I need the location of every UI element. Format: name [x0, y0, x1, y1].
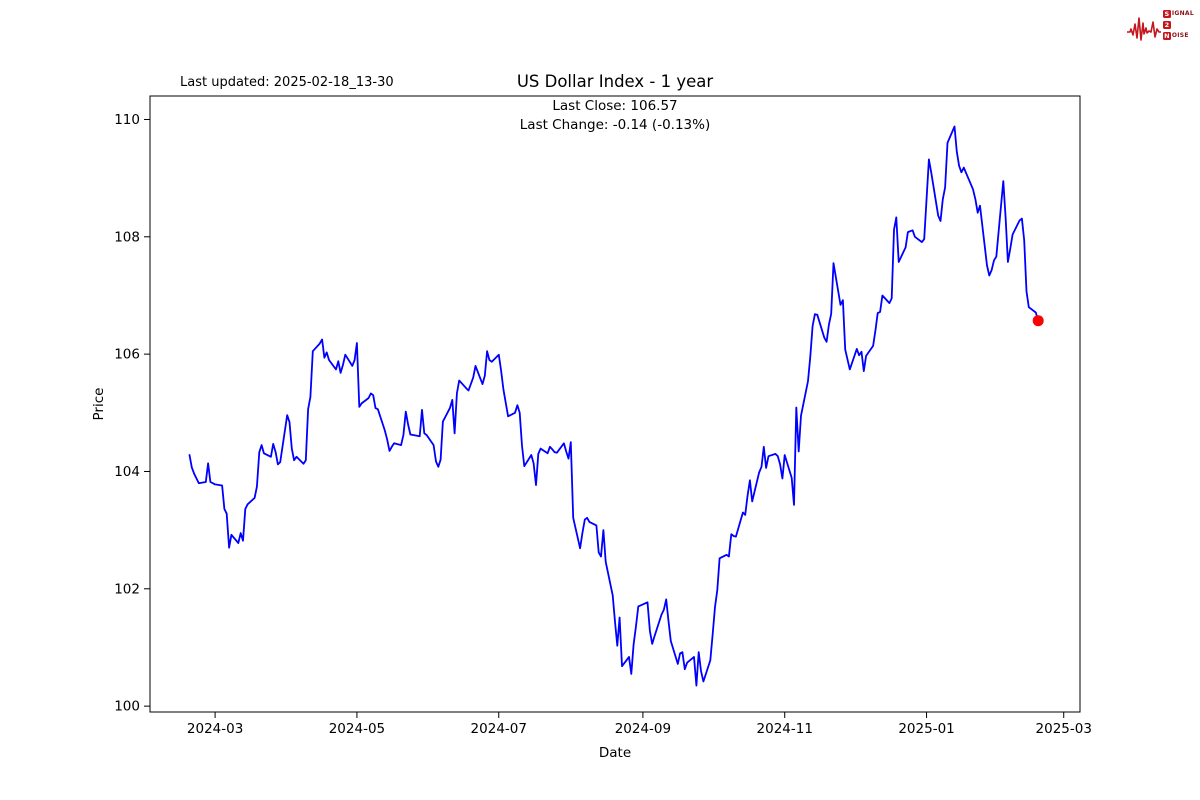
- logo-row-2: 2: [1162, 20, 1194, 29]
- last-change-text: Last Change: -0.14 (-0.13%): [519, 116, 711, 133]
- logo-word-signal: IGNAL: [1171, 10, 1194, 17]
- y-tick-label: 106: [114, 347, 140, 363]
- logo-badge-n: N: [1162, 31, 1171, 40]
- x-tick-label: 2024-03: [187, 721, 243, 737]
- x-tick-label: 2025-03: [1036, 721, 1092, 737]
- y-tick-label: 110: [114, 112, 140, 128]
- annotation-block: Last Close: 106.57 Last Change: -0.14 (-…: [520, 97, 710, 134]
- x-tick-label: 2024-11: [757, 721, 813, 737]
- brand-logo: S IGNAL 2 N OISE: [1126, 4, 1194, 43]
- logo-badge-s: S: [1162, 9, 1171, 18]
- y-tick-label: 102: [114, 581, 140, 597]
- x-axis-label: Date: [599, 745, 631, 761]
- logo-row-signal: S IGNAL: [1162, 9, 1194, 18]
- y-tick-label: 104: [114, 464, 140, 480]
- logo-word-noise: OISE: [1171, 32, 1189, 39]
- y-tick-label: 100: [114, 699, 140, 715]
- last-price-marker: [1032, 315, 1044, 327]
- chart-title: US Dollar Index - 1 year: [516, 72, 714, 91]
- y-axis-label: Price: [91, 388, 107, 421]
- last-close-text: Last Close: 106.57: [552, 98, 678, 114]
- x-tick-label: 2025-01: [898, 721, 954, 737]
- plot-border: [149, 95, 1081, 713]
- x-tick-label: 2024-07: [471, 721, 527, 737]
- logo-badge-2: 2: [1162, 20, 1171, 29]
- price-line: [188, 125, 1040, 687]
- x-tick-label: 2024-05: [329, 721, 385, 737]
- last-updated-text: Last updated: 2025-02-18_13-30: [180, 75, 394, 90]
- heartbeat-waveform-icon: [1126, 17, 1161, 41]
- y-tick-label: 108: [114, 229, 140, 245]
- logo-row-noise: N OISE: [1162, 31, 1194, 40]
- x-tick-label: 2024-09: [615, 721, 671, 737]
- logo-text: S IGNAL 2 N OISE: [1162, 9, 1194, 40]
